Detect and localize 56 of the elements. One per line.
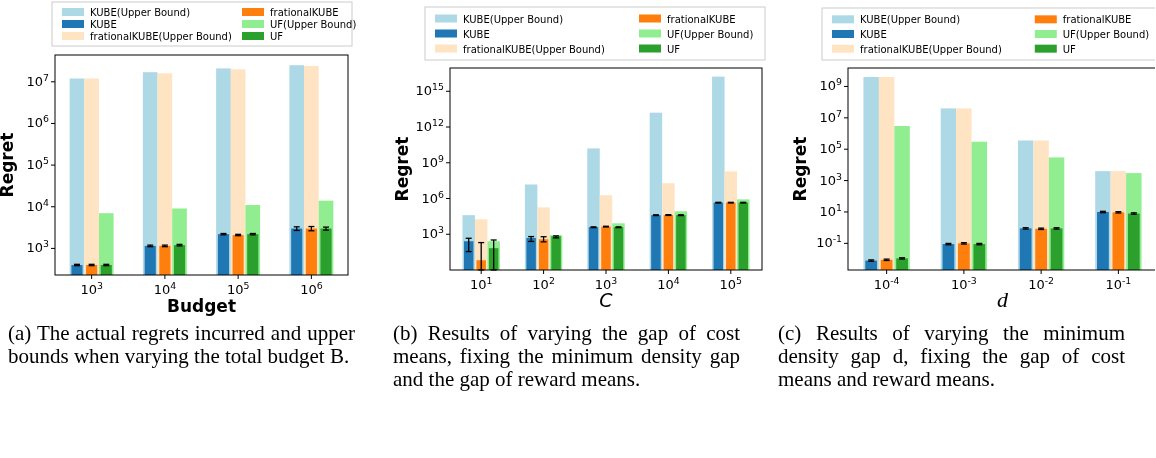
text: (b) Results of varying the gap of cost means, fixing the minimum density gap and the gap of reward means. [392, 320, 741, 391]
legend-label: UF [270, 31, 284, 42]
y-tick-label: 10$^{5}$ [819, 138, 843, 157]
legend-label: KUBE [90, 19, 117, 30]
x-tick-label: 10$^{5}$ [226, 279, 250, 297]
y-axis-title: Regret [790, 136, 810, 202]
y-tick-label: 10$^{6}$ [421, 188, 445, 206]
legend-label: UF(Upper Bound) [667, 28, 754, 40]
x-axis-title: Budget [166, 296, 237, 316]
y-tick-label: 10$^{-1}$ [816, 232, 843, 251]
legend-label: frationalKUBE [1062, 14, 1132, 26]
x-tick-label: 10$^{-1}$ [1105, 274, 1132, 292]
legend-label: frationalKUBE(Upper Bound) [860, 43, 1002, 55]
x-tick-label: 10$^{4}$ [153, 279, 177, 297]
x-tick-label: 10$^{-2}$ [1028, 274, 1055, 292]
y-tick-label: 10$^{1}$ [819, 201, 843, 219]
legend-label: KUBE(Upper Bound) [463, 13, 564, 25]
text: (a) The actual regrets incurred and upper bounds when varying the total budget B. [7, 320, 356, 368]
x-tick-label: 10$^{3}$ [80, 279, 103, 297]
y-axis-title: Regret [392, 136, 412, 202]
x-tick-label: 10$^{1}$ [469, 274, 493, 292]
y-tick-label: 10$^{3}$ [819, 170, 843, 188]
legend-label: UF [1062, 43, 1077, 55]
y-axis-title: Regret [0, 132, 17, 198]
legend-label: frationalKUBE(Upper Bound) [463, 43, 605, 55]
text: (c) Results of varying the minimum density gap d, fixing the gap of cost means and reward means. [777, 320, 1126, 391]
x-tick-label: 10$^{-3}$ [950, 274, 977, 292]
legend-label: KUBE(Upper Bound) [860, 14, 961, 26]
x-tick-label: 10$^{2}$ [532, 274, 555, 292]
y-tick-label: 10$^{7}$ [26, 71, 50, 89]
y-tick-label: 10$^{4}$ [26, 196, 50, 214]
y-tick-label: 10$^{9}$ [421, 152, 445, 170]
x-axis-title: d [997, 287, 1009, 312]
legend-label: frationalKUBE [667, 13, 736, 25]
legend-label: KUBE [860, 29, 887, 40]
y-tick-label: 10$^{7}$ [819, 107, 843, 125]
x-tick-label: 10$^{5}$ [719, 274, 743, 292]
y-tick-label: 10$^{6}$ [26, 112, 50, 131]
x-tick-label: 10$^{-4}$ [873, 274, 900, 292]
legend-label: frationalKUBE [270, 7, 339, 18]
y-tick-label: 10$^{5}$ [26, 154, 50, 173]
x-tick-label: 10$^{3}$ [594, 274, 618, 292]
x-tick-label: 10$^{6}$ [300, 279, 323, 297]
x-axis-title: C [599, 289, 614, 311]
y-tick-label: 10$^{3}$ [26, 237, 50, 256]
legend-label: UF [667, 43, 681, 55]
legend-label: UF(Upper Bound) [1062, 29, 1150, 40]
x-tick-label: 10$^{4}$ [657, 274, 680, 292]
legend-label: frationalKUBE(Upper Bound) [90, 31, 232, 42]
legend-label: UF(Upper Bound) [270, 19, 357, 30]
y-tick-label: 10$^{9}$ [819, 75, 843, 94]
y-tick-label: 10$^{12}$ [415, 116, 445, 135]
y-tick-label: 10$^{3}$ [421, 223, 445, 242]
legend-label: KUBE(Upper Bound) [90, 7, 191, 18]
y-tick-label: 10$^{15}$ [415, 80, 445, 99]
legend-label: KUBE [463, 28, 490, 40]
